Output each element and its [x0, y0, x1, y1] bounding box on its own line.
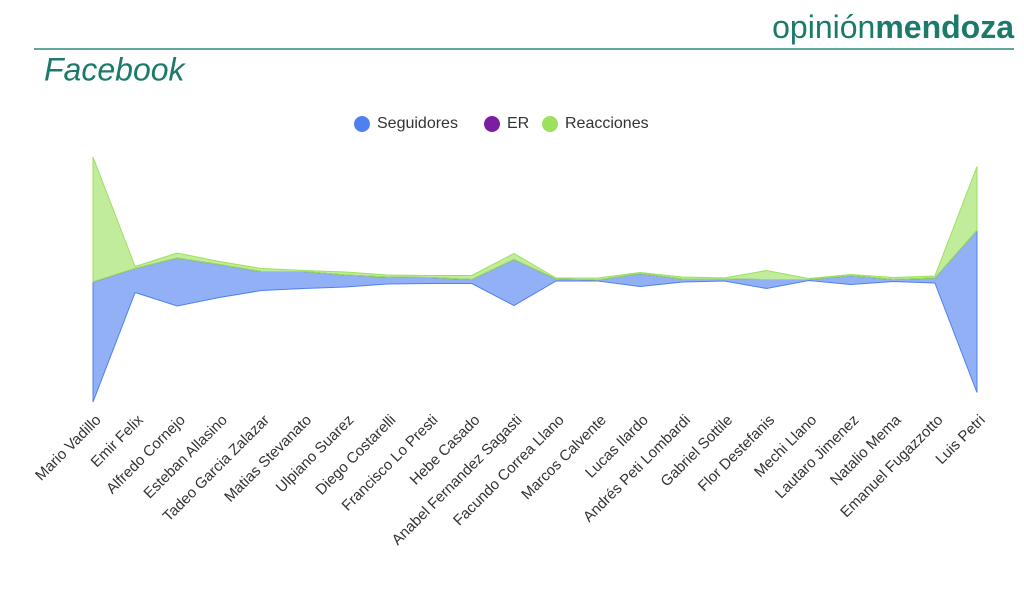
legend-label: Reacciones — [565, 115, 649, 132]
stream-area — [92, 229, 978, 403]
legend-label: ER — [507, 115, 529, 132]
legend-swatch — [354, 116, 370, 132]
legend-label: Seguidores — [377, 115, 458, 132]
stream-area — [92, 156, 978, 283]
x-tick-label: Mario Vadillo — [32, 412, 105, 485]
plot — [92, 156, 978, 403]
legend-swatch — [484, 116, 500, 132]
brand-light: opinión — [772, 9, 875, 45]
legend-swatch — [542, 116, 558, 132]
legend: Seguidores ER Reacciones — [354, 115, 649, 132]
brand-bold: mendoza — [875, 9, 1014, 45]
chart-title: Facebook — [44, 51, 187, 87]
brand: opiniónmendoza — [772, 9, 1014, 45]
